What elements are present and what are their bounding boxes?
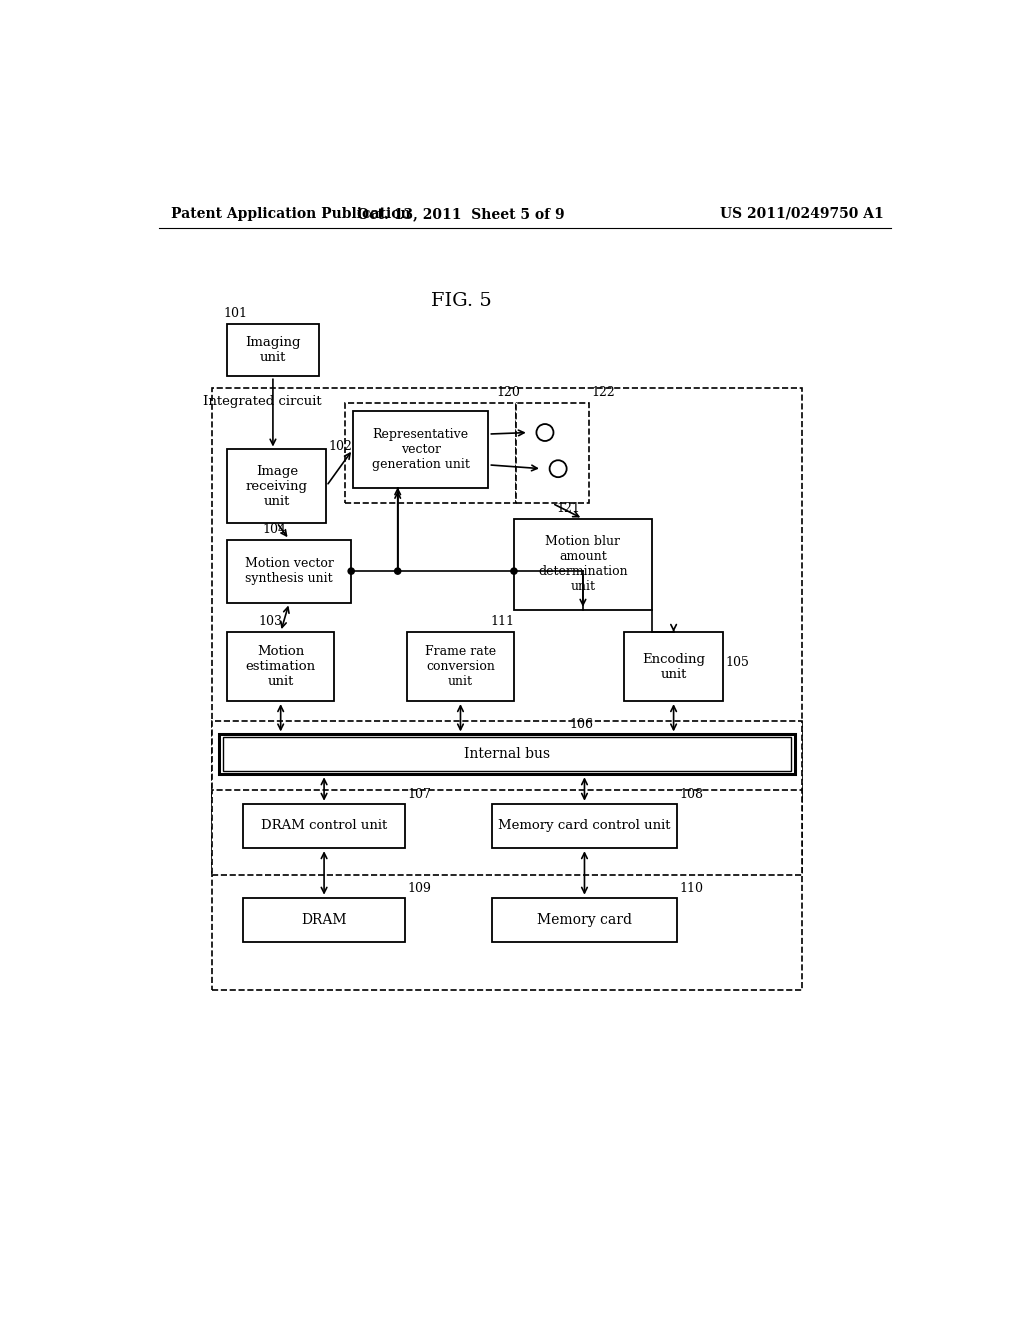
Circle shape [550,461,566,478]
Bar [243,898,406,942]
Text: 109: 109 [408,882,432,895]
Bar [227,632,334,701]
Bar [227,450,327,523]
Text: Imaging
unit: Imaging unit [245,337,301,364]
Bar [227,323,318,376]
Text: Motion blur
amount
determination
unit: Motion blur amount determination unit [539,535,628,593]
Text: Frame rate
conversion
unit: Frame rate conversion unit [425,645,496,688]
Text: 104: 104 [262,523,286,536]
Bar [243,804,406,849]
Text: US 2011/0249750 A1: US 2011/0249750 A1 [720,207,884,220]
Text: 122: 122 [592,387,615,400]
Bar [493,898,677,942]
Text: 101: 101 [223,308,248,321]
Text: 105: 105 [726,656,750,669]
Text: Internal bus: Internal bus [464,747,550,762]
Bar [222,738,792,771]
Bar [212,721,802,990]
Bar [227,540,351,603]
Bar [212,789,802,875]
Bar [212,388,802,800]
Text: DRAM: DRAM [301,913,347,927]
Circle shape [348,568,354,574]
Bar [514,519,652,610]
Text: Patent Application Publication: Patent Application Publication [171,207,411,220]
Circle shape [537,424,554,441]
Bar [407,632,514,701]
Text: 107: 107 [408,788,432,801]
Text: Motion vector
synthesis unit: Motion vector synthesis unit [245,557,334,585]
Bar [493,804,677,849]
Text: 120: 120 [496,387,520,400]
Bar [345,404,515,503]
Circle shape [394,568,400,574]
Bar [352,411,488,488]
Text: 111: 111 [490,615,515,628]
Bar [515,404,589,503]
Text: 106: 106 [569,718,594,730]
Circle shape [511,568,517,574]
Text: Motion
estimation
unit: Motion estimation unit [246,645,315,688]
Text: Encoding
unit: Encoding unit [642,652,706,681]
Text: 110: 110 [679,882,703,895]
Text: Representative
vector
generation unit: Representative vector generation unit [372,428,469,471]
Text: 121: 121 [557,502,581,515]
Text: Integrated circuit: Integrated circuit [203,395,322,408]
Text: FIG. 5: FIG. 5 [431,292,492,310]
Text: 102: 102 [329,441,352,453]
Text: 103: 103 [258,615,283,628]
Text: Oct. 13, 2011  Sheet 5 of 9: Oct. 13, 2011 Sheet 5 of 9 [357,207,565,220]
Text: 108: 108 [679,788,703,801]
Text: Memory card control unit: Memory card control unit [499,820,671,833]
Text: Image
receiving
unit: Image receiving unit [246,465,308,507]
Text: Memory card: Memory card [537,913,632,927]
Bar [219,734,795,775]
Bar [624,632,723,701]
Text: DRAM control unit: DRAM control unit [261,820,387,833]
